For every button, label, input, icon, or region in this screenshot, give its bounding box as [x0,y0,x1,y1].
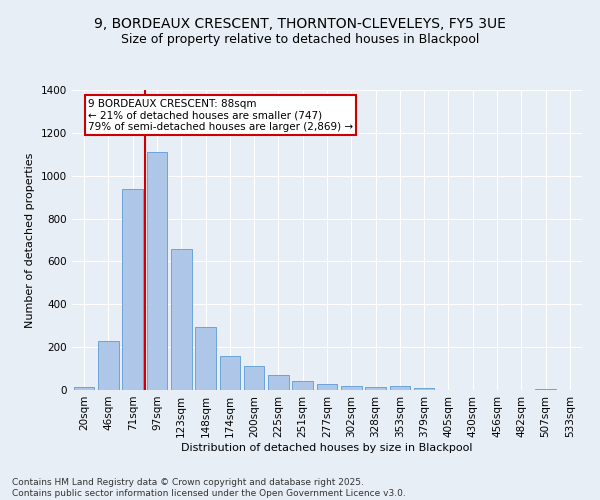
Bar [389,386,410,390]
Bar [171,248,191,390]
Bar [414,388,434,390]
Bar [122,188,143,390]
Bar [535,389,556,390]
Text: Size of property relative to detached houses in Blackpool: Size of property relative to detached ho… [121,32,479,46]
Bar [341,386,362,390]
Text: 9 BORDEAUX CRESCENT: 88sqm
← 21% of detached houses are smaller (747)
79% of sem: 9 BORDEAUX CRESCENT: 88sqm ← 21% of deta… [88,98,353,132]
Bar [317,384,337,390]
Bar [268,375,289,390]
Bar [74,387,94,390]
Bar [365,387,386,390]
Text: Contains HM Land Registry data © Crown copyright and database right 2025.
Contai: Contains HM Land Registry data © Crown c… [12,478,406,498]
Bar [195,327,216,390]
Bar [220,356,240,390]
Bar [98,340,119,390]
Bar [146,152,167,390]
Bar [244,366,265,390]
Bar [292,382,313,390]
Text: 9, BORDEAUX CRESCENT, THORNTON-CLEVELEYS, FY5 3UE: 9, BORDEAUX CRESCENT, THORNTON-CLEVELEYS… [94,18,506,32]
X-axis label: Distribution of detached houses by size in Blackpool: Distribution of detached houses by size … [181,442,473,452]
Y-axis label: Number of detached properties: Number of detached properties [25,152,35,328]
